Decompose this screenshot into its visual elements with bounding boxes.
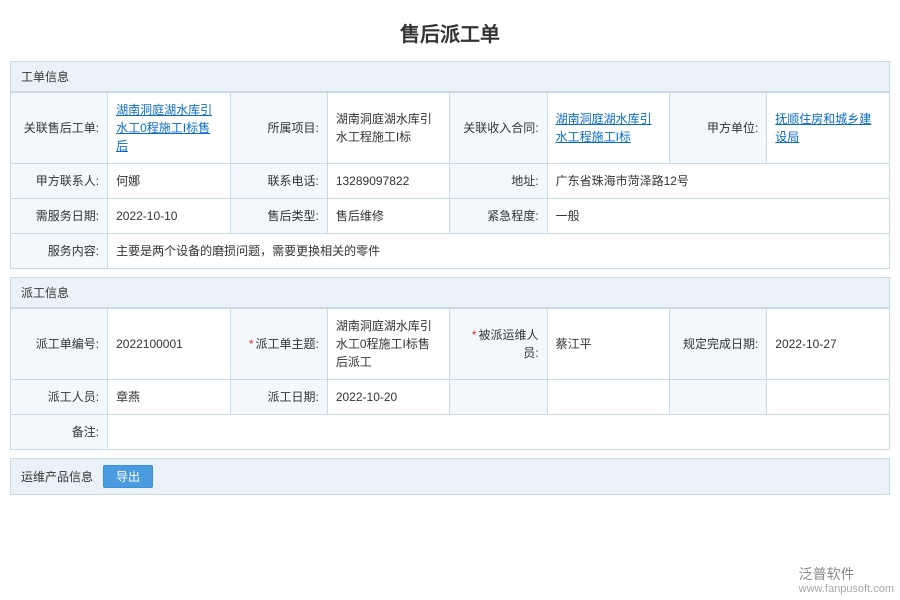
- label-assigned-ops-person: *被派运维人员:: [450, 309, 547, 380]
- export-button[interactable]: 导出: [103, 465, 153, 488]
- value-urgency: 一般: [547, 199, 889, 234]
- watermark-brand: 泛普软件: [799, 566, 894, 583]
- label-party-a-unit: 甲方单位:: [670, 93, 767, 164]
- watermark-url: www.fanpusoft.com: [799, 583, 894, 596]
- label-dispatcher: 派工人员:: [11, 380, 108, 415]
- label-remark: 备注:: [11, 415, 108, 450]
- watermark: 泛普软件 www.fanpusoft.com: [799, 566, 894, 596]
- order-info-table: 关联售后工单: 湖南洞庭湖水库引水工0程施工I标售后 所属项目: 湖南洞庭湖水库…: [10, 92, 890, 269]
- page-title: 售后派工单: [10, 8, 890, 61]
- section-ops-product-info-label: 运维产品信息: [21, 468, 93, 485]
- value-dispatch-date: 2022-10-20: [327, 380, 450, 415]
- label-after-type: 售后类型:: [230, 199, 327, 234]
- section-order-info: 工单信息: [10, 61, 890, 92]
- label-dispatch-date: 派工日期:: [230, 380, 327, 415]
- section-dispatch-info: 派工信息: [10, 277, 890, 308]
- value-address: 广东省珠海市菏泽路12号: [547, 164, 889, 199]
- link-party-a-unit[interactable]: 抚顺住房和城乡建设局: [775, 112, 871, 144]
- value-after-type: 售后维修: [327, 199, 450, 234]
- label-urgency: 紧急程度:: [450, 199, 547, 234]
- link-related-after-order[interactable]: 湖南洞庭湖水库引水工0程施工I标售后: [116, 103, 212, 153]
- value-project: 湖南洞庭湖水库引水工程施工I标: [327, 93, 450, 164]
- label-service-content: 服务内容:: [11, 234, 108, 269]
- label-due-date: 规定完成日期:: [670, 309, 767, 380]
- label-dispatch-subject: *派工单主题:: [230, 309, 327, 380]
- label-party-a-contact: 甲方联系人:: [11, 164, 108, 199]
- value-party-a-contact: 何娜: [108, 164, 231, 199]
- value-due-date: 2022-10-27: [767, 309, 890, 380]
- link-related-income-contract[interactable]: 湖南洞庭湖水库引水工程施工I标: [556, 112, 652, 144]
- value-dispatch-subject: 湖南洞庭湖水库引水工0程施工I标售后派工: [327, 309, 450, 380]
- value-contact-phone: 13289097822: [327, 164, 450, 199]
- label-address: 地址:: [450, 164, 547, 199]
- label-project: 所属项目:: [230, 93, 327, 164]
- label-contact-phone: 联系电话:: [230, 164, 327, 199]
- dispatch-info-table: 派工单编号: 2022100001 *派工单主题: 湖南洞庭湖水库引水工0程施工…: [10, 308, 890, 450]
- value-service-content: 主要是两个设备的磨损问题，需要更换相关的零件: [108, 234, 890, 269]
- label-related-after-order: 关联售后工单:: [11, 93, 108, 164]
- value-dispatcher: 章燕: [108, 380, 231, 415]
- value-dispatch-no: 2022100001: [108, 309, 231, 380]
- label-dispatch-no: 派工单编号:: [11, 309, 108, 380]
- value-assigned-ops-person: 蔡江平: [547, 309, 670, 380]
- label-service-date: 需服务日期:: [11, 199, 108, 234]
- section-ops-product-info: 运维产品信息 导出: [10, 458, 890, 495]
- value-remark: [108, 415, 890, 450]
- value-service-date: 2022-10-10: [108, 199, 231, 234]
- label-related-income-contract: 关联收入合同:: [450, 93, 547, 164]
